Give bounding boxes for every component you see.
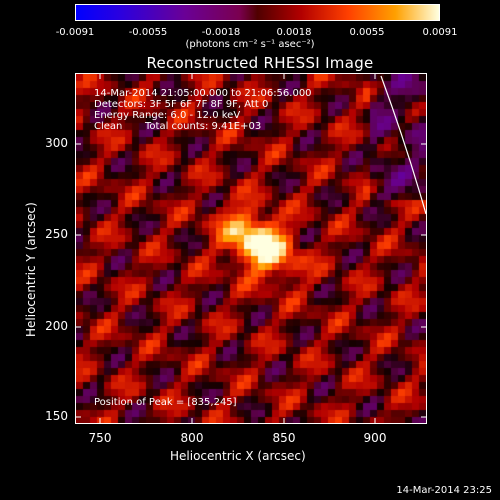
annotation-counts: Total counts: 9.41E+03	[145, 121, 262, 132]
y-tick-label: 200	[45, 319, 68, 333]
colorbar-tick: 0.0018	[276, 27, 312, 38]
annotation-time: 14-Mar-2014 21:05:00.000 to 21:06:56.000	[94, 88, 312, 99]
solar-limb-line	[380, 75, 426, 215]
y-tick-label: 150	[45, 409, 68, 423]
x-tick-label: 800	[180, 431, 204, 445]
annotation-peak: Position of Peak = [835,245]	[94, 397, 237, 408]
annotation-energy: Energy Range: 6.0 - 12.0 keV	[94, 110, 241, 121]
rhessi-image-map	[76, 74, 426, 423]
y-axis-label: Heliocentric Y (arcsec)	[24, 202, 38, 337]
annotation-clean: Clean	[94, 121, 123, 132]
colorbar-tick: 0.0091	[422, 27, 458, 38]
colorbar-tick: -0.0018	[201, 27, 241, 38]
y-tick-label: 250	[45, 227, 68, 241]
annotation-detectors: Detectors: 3F 5F 6F 7F 8F 9F, Att 0	[94, 99, 269, 110]
chart-title: Reconstructed RHESSI Image	[146, 54, 374, 72]
colorbar-tick: -0.0055	[128, 27, 168, 38]
x-axis-label: Heliocentric X (arcsec)	[170, 449, 306, 463]
limb-overlay	[380, 75, 426, 215]
timestamp: 14-Mar-2014 23:25	[396, 485, 492, 496]
colorbar	[75, 4, 440, 21]
y-tick-label: 300	[45, 136, 68, 150]
colorbar-tick: 0.0055	[349, 27, 385, 38]
x-tick-label: 900	[363, 431, 387, 445]
x-tick-label: 850	[272, 431, 296, 445]
colorbar-units: (photons cm⁻² s⁻¹ asec⁻²)	[185, 39, 315, 50]
plot-area: 14-Mar-2014 21:05:00.000 to 21:06:56.000…	[75, 73, 427, 424]
colorbar-tick: -0.0091	[55, 27, 95, 38]
x-tick-label: 750	[88, 431, 112, 445]
